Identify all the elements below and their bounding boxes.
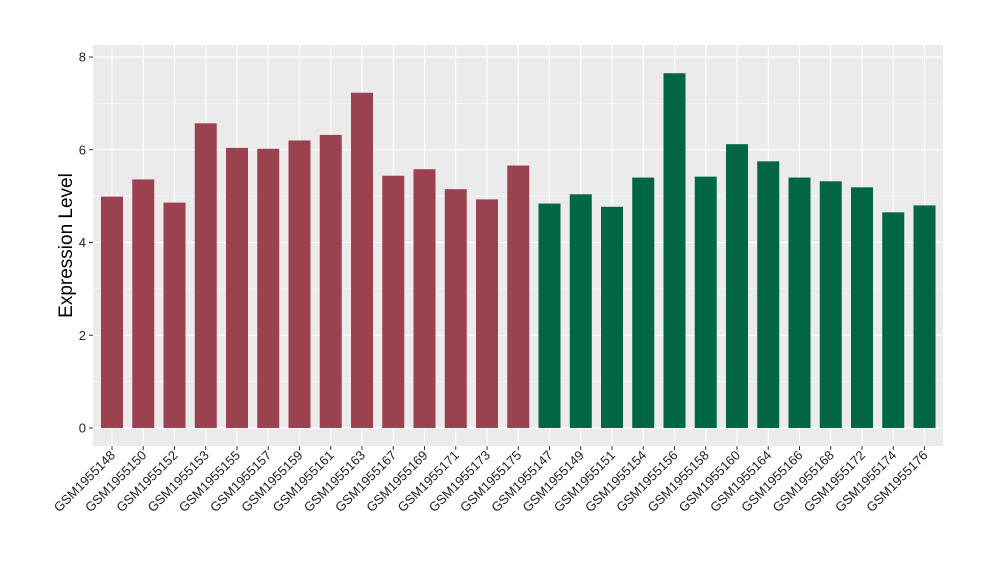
bar-GSM1955150 [132, 179, 155, 428]
y-tick-label: 8 [79, 50, 86, 65]
bar-GSM1955161 [319, 134, 342, 428]
bar-GSM1955149 [569, 194, 592, 428]
bar-GSM1955164 [757, 161, 780, 428]
bar-GSM1955174 [882, 212, 905, 428]
bar-GSM1955175 [507, 165, 530, 428]
bar-GSM1955156 [663, 73, 686, 428]
y-tick-label: 6 [79, 142, 86, 157]
bar-GSM1955160 [726, 144, 748, 428]
bar-GSM1955167 [382, 175, 405, 428]
bar-GSM1955168 [819, 181, 842, 428]
bar-GSM1955155 [226, 147, 248, 428]
bar-GSM1955153 [194, 123, 217, 428]
bar-GSM1955148 [101, 196, 123, 428]
bar-GSM1955159 [288, 140, 311, 428]
y-tick-label: 2 [79, 328, 86, 343]
bar-GSM1955172 [851, 187, 873, 428]
y-axis: 0 2 4 6 8 [79, 50, 93, 436]
y-axis-title: Expression Level [56, 173, 77, 318]
bar-GSM1955176 [913, 205, 936, 428]
bar-GSM1955171 [444, 189, 467, 428]
bar-GSM1955158 [694, 176, 717, 428]
bar-GSM1955147 [538, 203, 561, 428]
bar-GSM1955169 [413, 169, 436, 429]
bar-GSM1955154 [632, 177, 655, 428]
bar-GSM1955157 [257, 148, 280, 428]
bars [101, 73, 936, 429]
bar-GSM1955151 [601, 206, 623, 428]
y-tick-label: 0 [79, 421, 86, 436]
x-axis: GSM1955148GSM1955150GSM1955152GSM1955153… [51, 446, 931, 515]
bar-GSM1955173 [476, 199, 498, 428]
bar-GSM1955152 [163, 202, 186, 428]
bar-GSM1955166 [788, 177, 811, 428]
y-tick-label: 4 [79, 235, 86, 250]
bar-GSM1955163 [351, 92, 373, 429]
